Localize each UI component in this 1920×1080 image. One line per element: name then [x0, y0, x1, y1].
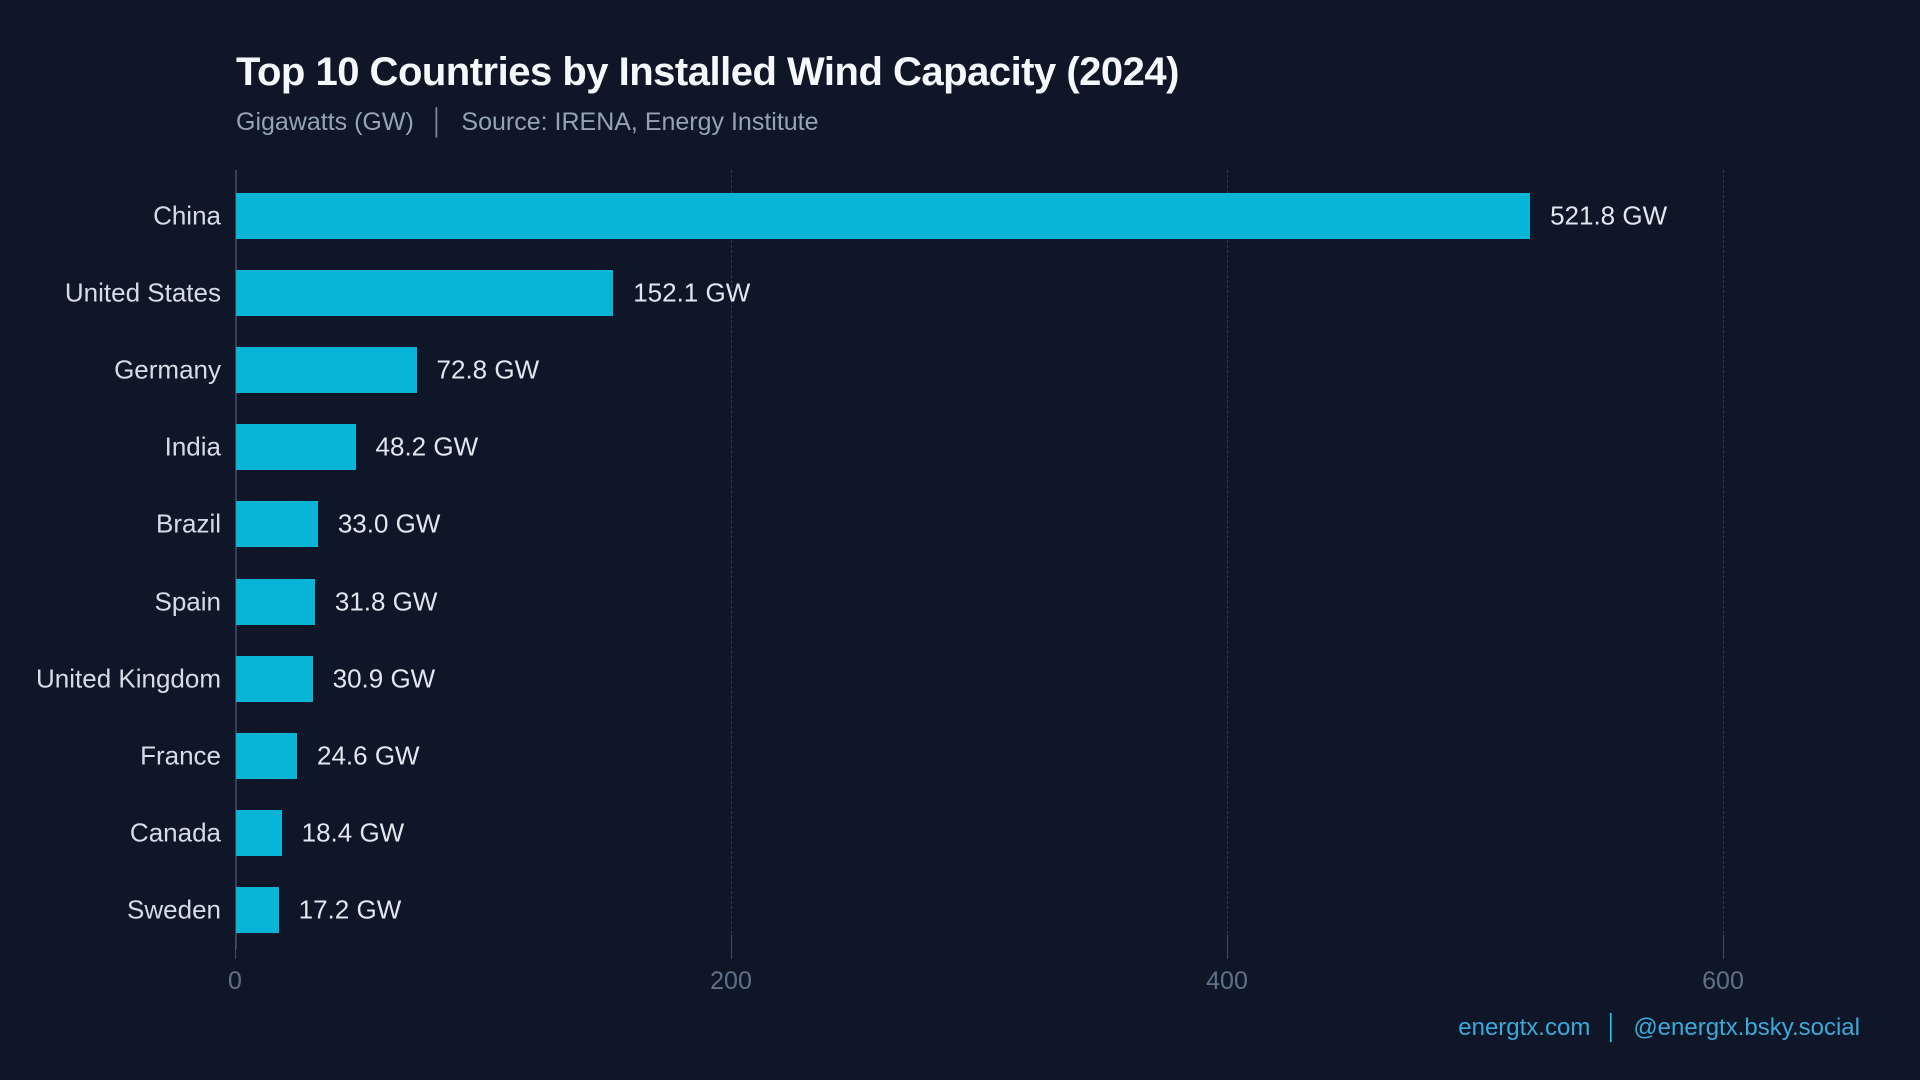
subtitle-source: Source: IRENA, Energy Institute [461, 108, 819, 136]
chart-subtitle: Gigawatts (GW) │ Source: IRENA, Energy I… [236, 108, 1179, 137]
chart-header: Top 10 Countries by Installed Wind Capac… [236, 50, 1180, 137]
bar-row-china: China 521.8 GW [153, 177, 1723, 254]
capacity-bar-spain [236, 578, 315, 625]
value-label-brazil: 33.0 GW [337, 508, 441, 539]
category-label-france: France [140, 740, 221, 771]
bar-row-brazil: Brazil 33.0 GW [156, 486, 1723, 563]
capacity-bar-france [236, 732, 297, 779]
x-tick-mark-200 [731, 935, 732, 959]
bar-row-germany: Germany 72.8 GW [114, 331, 1723, 408]
x-tick-label-400: 400 [1206, 967, 1248, 995]
category-label-brazil: Brazil [155, 508, 221, 539]
category-label-india: India [164, 431, 221, 462]
capacity-bar-united-states [236, 269, 614, 316]
value-label-united-kingdom: 30.9 GW [332, 663, 436, 694]
value-label-india: 48.2 GW [375, 431, 479, 462]
category-label-united-kingdom: United Kingdom [36, 663, 221, 694]
x-tick-label-0: 0 [228, 967, 242, 995]
bar-row-spain: Spain 31.8 GW [155, 563, 1723, 640]
bar-row-united-states: United States 152.1 GW [65, 254, 1723, 331]
bar-row-canada: Canada 18.4 GW [130, 795, 1723, 872]
footer: energtx.com │ @energtx.bsky.social [1458, 1014, 1860, 1042]
value-label-sweden: 17.2 GW [298, 894, 402, 925]
gridline-600 [1723, 170, 1724, 949]
value-label-united-states: 152.1 GW [633, 277, 751, 308]
bar-row-united-kingdom: United Kingdom 30.9 GW [36, 640, 1723, 717]
capacity-bar-india [236, 424, 356, 471]
y-axis-line [235, 170, 237, 949]
capacity-bar-brazil [236, 501, 318, 548]
bar-row-sweden: Sweden 17.2 GW [127, 872, 1723, 949]
subtitle-unit: Gigawatts (GW) [236, 108, 414, 136]
x-tick-mark-400 [1227, 935, 1228, 959]
category-label-spain: Spain [154, 586, 222, 617]
value-label-france: 24.6 GW [317, 740, 420, 771]
plot-area: China 521.8 GW United States 152.1 GW German… [36, 170, 1724, 949]
x-tick-mark-600 [1723, 935, 1724, 959]
category-label-canada: Canada [129, 817, 221, 848]
value-label-germany: 72.8 GW [436, 354, 540, 385]
footer-social-link[interactable]: @energtx.bsky.social [1633, 1014, 1860, 1041]
value-label-china: 521.8 GW [1550, 200, 1668, 231]
gridline-200 [731, 170, 732, 949]
bar-row-india: India 48.2 GW [165, 409, 1723, 486]
category-label-germany: Germany [114, 354, 221, 385]
x-tick-mark-0 [235, 935, 236, 959]
value-label-spain: 31.8 GW [334, 586, 438, 617]
x-tick-label-600: 600 [1702, 967, 1744, 995]
footer-separator: │ [1604, 1014, 1620, 1041]
category-label-china: China [153, 200, 221, 231]
x-axis: 0 200 400 600 [228, 935, 1744, 1009]
capacity-bar-sweden [236, 887, 279, 934]
chart-title: Top 10 Countries by Installed Wind Capac… [236, 50, 1180, 94]
capacity-bar-canada [236, 810, 282, 857]
bar-row-france: France 24.6 GW [140, 717, 1723, 794]
capacity-bar-united-kingdom [236, 655, 313, 702]
capacity-bar-germany [236, 346, 417, 393]
category-label-sweden: Sweden [127, 894, 221, 925]
value-label-canada: 18.4 GW [301, 817, 405, 848]
subtitle-separator: │ [429, 108, 446, 136]
capacity-bar-china [236, 192, 1531, 239]
footer-website-link[interactable]: energtx.com [1458, 1014, 1591, 1041]
category-label-united-states: United States [64, 277, 221, 308]
gridline-400 [1227, 170, 1228, 949]
x-tick-label-200: 200 [710, 967, 752, 995]
